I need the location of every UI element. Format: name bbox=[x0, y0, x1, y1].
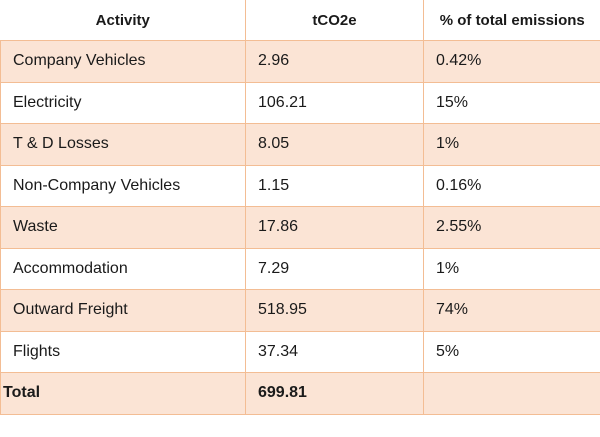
cell-percent: 15% bbox=[423, 81, 600, 124]
cell-percent: 74% bbox=[423, 289, 600, 332]
cell-tco2e: 1.15 bbox=[245, 164, 424, 207]
cell-tco2e: 37.34 bbox=[245, 330, 424, 373]
table-row: T & D Losses 8.05 1% bbox=[0, 123, 600, 166]
cell-tco2e: 106.21 bbox=[245, 81, 424, 124]
cell-percent: 2.55% bbox=[423, 206, 600, 249]
table-row: Accommodation 7.29 1% bbox=[0, 247, 600, 290]
emissions-table: Activity tCO2e % of total emissions Comp… bbox=[0, 0, 600, 415]
cell-activity: Non-Company Vehicles bbox=[0, 164, 246, 207]
total-percent bbox=[423, 372, 600, 415]
cell-activity: Company Vehicles bbox=[0, 40, 246, 83]
table-row: Waste 17.86 2.55% bbox=[0, 206, 600, 249]
cell-tco2e: 2.96 bbox=[245, 40, 424, 83]
cell-activity: Outward Freight bbox=[0, 289, 246, 332]
cell-tco2e: 7.29 bbox=[245, 247, 424, 290]
table-row: Electricity 106.21 15% bbox=[0, 81, 600, 124]
cell-tco2e: 8.05 bbox=[245, 123, 424, 166]
cell-activity: T & D Losses bbox=[0, 123, 246, 166]
cell-percent: 1% bbox=[423, 123, 600, 166]
header-tco2e: tCO2e bbox=[245, 0, 424, 41]
cell-activity: Accommodation bbox=[0, 247, 246, 290]
table-header-row: Activity tCO2e % of total emissions bbox=[0, 0, 600, 41]
cell-tco2e: 17.86 bbox=[245, 206, 424, 249]
cell-percent: 0.16% bbox=[423, 164, 600, 207]
total-label: Total bbox=[0, 372, 246, 415]
total-tco2e: 699.81 bbox=[245, 372, 424, 415]
table-row: Outward Freight 518.95 74% bbox=[0, 289, 600, 332]
table-row: Non-Company Vehicles 1.15 0.16% bbox=[0, 164, 600, 207]
cell-tco2e: 518.95 bbox=[245, 289, 424, 332]
cell-percent: 1% bbox=[423, 247, 600, 290]
table-row: Flights 37.34 5% bbox=[0, 330, 600, 373]
cell-activity: Flights bbox=[0, 330, 246, 373]
cell-percent: 0.42% bbox=[423, 40, 600, 83]
header-percent-of-total: % of total emissions bbox=[423, 0, 600, 41]
total-row: Total 699.81 bbox=[0, 372, 600, 415]
cell-percent: 5% bbox=[423, 330, 600, 373]
header-activity: Activity bbox=[0, 0, 246, 41]
cell-activity: Waste bbox=[0, 206, 246, 249]
table-row: Company Vehicles 2.96 0.42% bbox=[0, 40, 600, 83]
cell-activity: Electricity bbox=[0, 81, 246, 124]
